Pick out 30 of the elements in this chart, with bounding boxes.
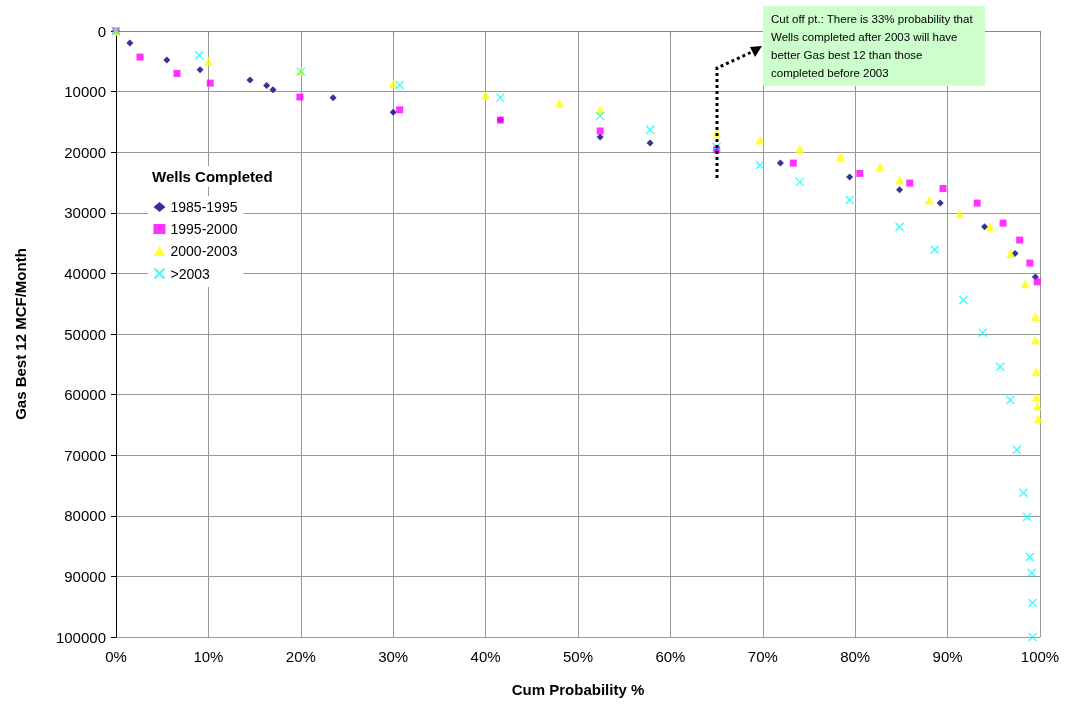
y-axis-title: Gas Best 12 MCF/Month xyxy=(12,248,29,420)
y-tick-label: 90000 xyxy=(64,567,106,585)
x-tick-label: 50% xyxy=(562,648,594,665)
legend-label: 2000-2003 xyxy=(170,243,238,259)
x-tick-label: 30% xyxy=(378,648,409,665)
x-tick-label: 60% xyxy=(655,648,686,665)
y-tick-label: 10000 xyxy=(64,83,106,101)
y-tick-label: 100000 xyxy=(55,628,106,646)
x-tick-label: 10% xyxy=(193,648,224,665)
y-tick-label: 0 xyxy=(97,22,106,40)
x-tick-label: 70% xyxy=(747,648,778,665)
x-axis-title: Cum Probability % xyxy=(511,681,645,698)
y-tick-label: 40000 xyxy=(64,264,106,282)
x-tick-label: 40% xyxy=(470,648,501,665)
x-tick-label: 90% xyxy=(932,648,963,665)
y-tick-label: 80000 xyxy=(64,507,106,525)
legend-title: Wells Completed xyxy=(148,166,277,187)
x-tick-label: 80% xyxy=(840,648,871,665)
legend-label: >2003 xyxy=(170,265,211,282)
y-tick-label: 50000 xyxy=(64,325,106,343)
x-tick-label: 20% xyxy=(285,648,316,665)
y-tick-label: 30000 xyxy=(64,204,106,222)
legend-label: 1995-2000 xyxy=(170,221,238,237)
annotation: Cut off pt.: There is 33% probability that Wells completed after 2003 will have better Gas best 12 than those completed before 2003 xyxy=(763,6,985,86)
y-tick-label: 60000 xyxy=(64,386,106,404)
y-tick-label: 20000 xyxy=(64,143,106,161)
x-tick-label: 0% xyxy=(105,648,127,665)
legend-label: 1985-1995 xyxy=(170,199,238,215)
x-tick-label: 100% xyxy=(1020,648,1060,665)
y-tick-label: 70000 xyxy=(64,446,106,464)
